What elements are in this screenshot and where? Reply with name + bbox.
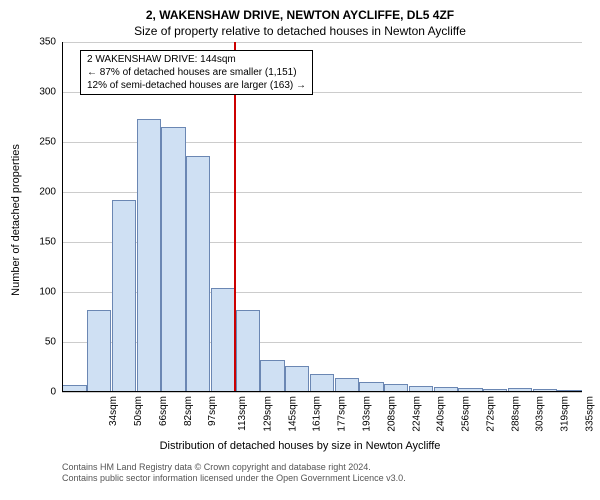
x-tick-label: 193sqm <box>362 396 373 432</box>
x-tick-label: 145sqm <box>287 396 298 432</box>
y-tick-label: 150 <box>0 237 56 248</box>
histogram-bar <box>285 366 309 392</box>
annotation-line: 2 WAKENSHAW DRIVE: 144sqm <box>87 53 306 66</box>
annotation-line: ← 87% of detached houses are smaller (1,… <box>87 66 306 79</box>
annotation-line: 12% of semi-detached houses are larger (… <box>87 79 306 92</box>
x-tick-label: 272sqm <box>485 396 496 432</box>
x-tick-label: 82sqm <box>183 396 194 426</box>
y-axis-line <box>62 42 63 392</box>
x-axis-label: Distribution of detached houses by size … <box>0 440 600 452</box>
x-tick-label: 335sqm <box>584 396 595 432</box>
histogram-bar <box>236 310 260 392</box>
x-tick-label: 208sqm <box>386 396 397 432</box>
gridline <box>62 42 582 43</box>
histogram-bar <box>211 288 235 392</box>
annotation-box: 2 WAKENSHAW DRIVE: 144sqm← 87% of detach… <box>80 50 313 95</box>
gridline <box>62 392 582 393</box>
x-axis-line <box>62 391 582 392</box>
x-tick-label: 256sqm <box>461 396 472 432</box>
histogram-bar <box>87 310 111 392</box>
y-tick-label: 300 <box>0 87 56 98</box>
chart-title-line2: Size of property relative to detached ho… <box>0 24 600 38</box>
histogram-bar <box>310 374 334 392</box>
x-tick-label: 113sqm <box>237 396 248 431</box>
x-tick-label: 288sqm <box>510 396 521 432</box>
histogram-bar <box>137 119 161 392</box>
x-tick-label: 177sqm <box>337 396 348 432</box>
footer-line: Contains public sector information licen… <box>62 473 406 484</box>
chart-plot-area: 2 WAKENSHAW DRIVE: 144sqm← 87% of detach… <box>62 42 582 392</box>
histogram-bar <box>335 378 359 392</box>
histogram-bar <box>112 200 136 392</box>
y-tick-label: 350 <box>0 37 56 48</box>
x-tick-label: 224sqm <box>411 396 422 432</box>
x-tick-label: 161sqm <box>312 396 323 432</box>
x-tick-label: 240sqm <box>436 396 447 432</box>
x-tick-label: 97sqm <box>207 396 218 426</box>
y-tick-label: 50 <box>0 337 56 348</box>
y-tick-label: 250 <box>0 137 56 148</box>
x-tick-label: 66sqm <box>158 396 169 426</box>
x-tick-label: 129sqm <box>263 396 274 432</box>
chart-title-line1: 2, WAKENSHAW DRIVE, NEWTON AYCLIFFE, DL5… <box>0 8 600 22</box>
x-tick-label: 34sqm <box>108 396 119 426</box>
y-axis-label: Number of detached properties <box>10 144 22 296</box>
footer-line: Contains HM Land Registry data © Crown c… <box>62 462 406 473</box>
y-tick-label: 100 <box>0 287 56 298</box>
x-tick-label: 50sqm <box>133 396 144 426</box>
footer-attribution: Contains HM Land Registry data © Crown c… <box>62 462 406 484</box>
histogram-bar <box>260 360 284 392</box>
y-tick-label: 0 <box>0 387 56 398</box>
x-tick-label: 319sqm <box>560 396 571 432</box>
histogram-bar <box>186 156 210 392</box>
x-tick-label: 303sqm <box>535 396 546 432</box>
y-tick-label: 200 <box>0 187 56 198</box>
histogram-bar <box>161 127 185 392</box>
